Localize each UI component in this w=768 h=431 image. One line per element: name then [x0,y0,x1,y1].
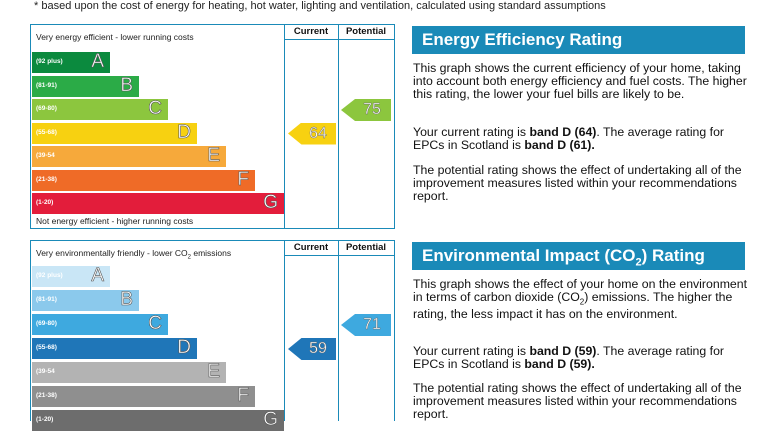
current-rating-value: 59 [309,340,327,357]
bottom-caption: Not energy efficient - higher running co… [36,216,194,226]
band-letter: B [120,289,133,311]
energy-paragraph-2: Your current rating is band D (64). The … [413,125,725,152]
band-a: (92 plus) A [32,51,110,73]
top-caption: Very energy efficient - lower running co… [36,32,194,42]
band-range-label: (69-80) [36,320,57,327]
band-f: (21-38) F [32,385,255,407]
potential-rating-arrow: 75 [341,99,391,121]
band-range-label: (81-91) [36,81,57,89]
band-letter: D [177,121,191,143]
energy-paragraph-3: The potential rating shows the effect of… [413,163,742,203]
band-range-label: (21-38) [36,175,57,183]
band-letter: F [237,385,249,407]
band-d: (55-68) D [32,121,197,144]
band-letter: F [237,168,249,190]
band-c: (69-80) C [32,98,168,120]
band-range-label: (69-80) [36,105,57,112]
band-range-label: (92 plus) [36,58,63,65]
band-e: (39-54 E [32,361,226,383]
potential-rating-value: 75 [363,101,381,118]
environmental-impact-title: Environmental Impact (CO2) Rating [412,242,745,270]
current-rating-value: 64 [309,124,327,142]
potential-rating-arrow: 71 [341,314,391,336]
band-letter: G [263,409,278,431]
band-range-label: (55-68) [36,344,57,351]
band-letter: E [207,361,220,383]
band-letter: A [91,51,104,73]
band-d: (55-68) D [32,337,197,359]
band-letter: B [120,74,133,96]
current-column-header: Current [293,26,329,37]
band-letter: E [207,145,220,167]
band-e: (39-54 E [32,145,226,167]
band-range-label: (39-54 [36,152,55,159]
energy-paragraph-1: This graph shows the current efficiency … [413,61,747,101]
current-rating-arrow: 64 [288,122,336,145]
band-range-label: (81-91) [36,296,57,303]
potential-column-header: Potential [345,242,387,253]
band-g: (1-20) G [32,192,284,214]
top-caption: Very environmentally friendly - lower CO… [36,248,232,261]
environment-paragraph-3: The potential rating shows the effect of… [413,381,742,421]
band-range-label: (21-38) [36,392,57,399]
energy-efficiency-title: Energy Efficiency Rating [412,26,745,54]
environmental-impact-chart: Current Potential Very environmentally f… [30,240,395,431]
band-letter: G [263,192,278,214]
current-rating-arrow: 59 [288,338,336,360]
potential-column-header: Potential [345,26,387,37]
band-letter: C [148,313,162,335]
band-range-label: (55-68) [36,128,57,136]
band-a: (92 plus) A [32,265,110,287]
band-letter: D [177,337,191,359]
energy-efficiency-description: Energy Efficiency Rating This graph show… [412,24,757,224]
band-range-label: (1-20) [36,416,54,423]
environment-paragraph-2: Your current rating is band D (59). The … [413,344,725,371]
band-letter: C [148,98,162,120]
band-letter: A [91,265,104,287]
environment-paragraph-1: This graph shows the effect of your home… [413,277,748,322]
band-b: (81-91) B [32,289,139,311]
band-range-label: (39-54 [36,368,55,375]
band-range-label: (1-20) [36,199,54,206]
environmental-impact-description: Environmental Impact (CO2) Rating This g… [412,240,757,421]
footnote: * based upon the cost of energy for heat… [34,0,606,12]
band-c: (69-80) C [32,313,168,335]
band-b: (81-91) B [32,74,139,97]
band-f: (21-38) F [32,168,255,191]
current-column-header: Current [293,242,329,253]
band-range-label: (92 plus) [36,272,63,279]
energy-efficiency-chart: Current Potential Very energy efficient … [30,24,395,229]
potential-rating-value: 71 [363,316,381,333]
